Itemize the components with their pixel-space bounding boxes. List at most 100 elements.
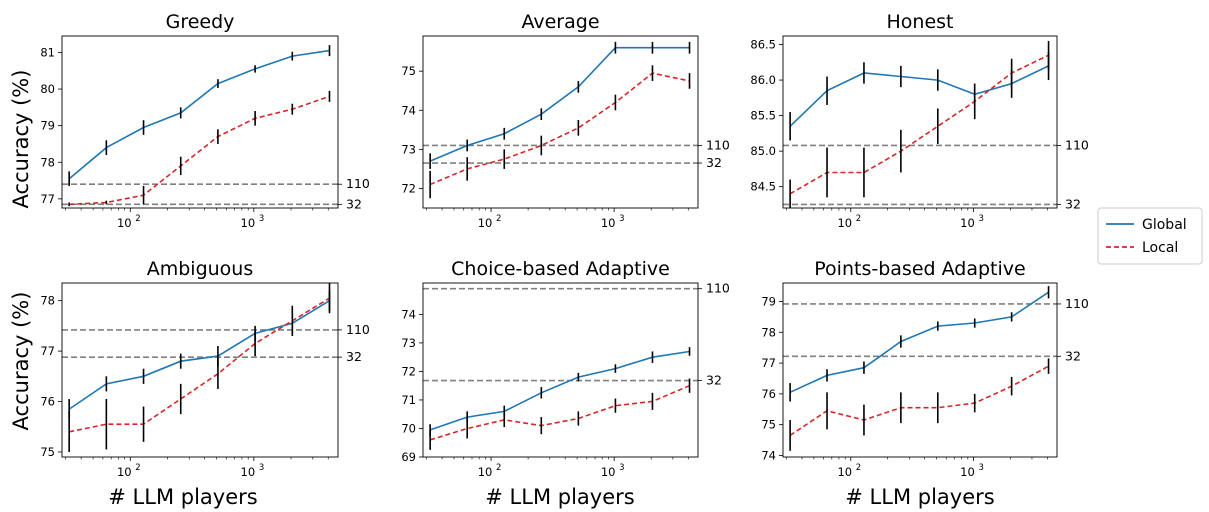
series-line-local: [789, 365, 1049, 437]
x-tick-label: 10: [601, 216, 616, 230]
plot-frame: [782, 282, 1058, 458]
x-axis-label-left: # LLM players: [108, 485, 257, 509]
series-line-local: [789, 54, 1049, 195]
x-tick-exponent: 2: [135, 214, 140, 224]
x-tick-label: 10: [960, 216, 975, 230]
plot-frame: [422, 35, 699, 209]
chart-title: Choice-based Adaptive: [451, 258, 670, 280]
plot-frame: [61, 282, 339, 458]
x-tick-label: 10: [837, 216, 852, 230]
x-tick-label: 10: [837, 465, 852, 479]
y-tick-label: 84.5: [750, 180, 776, 194]
x-tick-label: 10: [117, 216, 132, 230]
y-tick-label: 80: [40, 82, 55, 96]
reference-label: 110: [706, 281, 730, 296]
y-tick-label: 86.0: [750, 73, 776, 87]
y-axis-label-bottom: Accuracy (%): [9, 292, 33, 431]
x-axis-label-middle: # LLM players: [485, 485, 634, 509]
series-line-global: [429, 350, 690, 431]
x-tick-exponent: 2: [135, 463, 140, 473]
x-axis-label-right: # LLM players: [845, 485, 994, 509]
legend-local-label: Local: [1142, 240, 1178, 256]
y-tick-label: 79: [761, 294, 776, 308]
x-tick-exponent: 2: [496, 463, 501, 473]
x-tick-exponent: 2: [856, 463, 861, 473]
series-line-global: [68, 49, 330, 180]
x-tick-exponent: 3: [978, 463, 983, 473]
x-tick-label: 10: [241, 216, 256, 230]
y-tick-label: 78: [40, 155, 55, 169]
x-tick-label: 10: [478, 465, 493, 479]
chart-title: Greedy: [166, 11, 235, 33]
y-tick-label: 73: [401, 142, 416, 156]
y-tick-label: 75: [761, 418, 776, 432]
y-tick-label: 77: [40, 192, 55, 206]
reference-label: 32: [346, 349, 362, 364]
y-tick-label: 70: [401, 421, 416, 435]
chart-title: Points-based Adaptive: [814, 258, 1025, 280]
legend-box: [1097, 207, 1203, 265]
reference-label: 32: [1065, 348, 1081, 363]
y-axis-label-top: Accuracy (%): [9, 70, 33, 209]
y-tick-label: 69: [401, 450, 416, 464]
series-line-local: [429, 384, 690, 441]
reference-label: 110: [346, 176, 370, 191]
y-tick-label: 74: [401, 307, 416, 321]
chart-title: Ambiguous: [147, 258, 254, 280]
x-tick-label: 10: [960, 465, 975, 479]
x-tick-label: 10: [117, 465, 132, 479]
reference-label: 110: [1065, 137, 1089, 152]
y-tick-label: 74: [401, 103, 416, 117]
plot-frame: [61, 35, 339, 209]
reference-label: 110: [1065, 296, 1089, 311]
series-line-global: [429, 46, 690, 162]
y-tick-label: 85.5: [750, 109, 776, 123]
y-tick-label: 75: [401, 64, 416, 78]
y-tick-label: 72: [401, 364, 416, 378]
plot-frame: [782, 35, 1058, 209]
y-tick-label: 77: [761, 356, 776, 370]
y-tick-label: 78: [40, 294, 55, 308]
reference-label: 110: [706, 137, 730, 152]
plot-frame: [422, 282, 699, 458]
legend: Global Local: [1097, 207, 1203, 265]
y-tick-label: 72: [401, 181, 416, 195]
series-line-global: [789, 65, 1049, 127]
x-tick-label: 10: [601, 465, 616, 479]
x-tick-exponent: 3: [259, 463, 264, 473]
y-tick-label: 74: [761, 448, 776, 462]
x-tick-exponent: 3: [259, 214, 264, 224]
x-tick-label: 10: [241, 465, 256, 479]
x-tick-exponent: 2: [856, 214, 861, 224]
y-tick-label: 86.5: [750, 38, 776, 52]
reference-label: 110: [346, 322, 370, 337]
chart-title: Honest: [887, 11, 954, 33]
y-tick-label: 85.0: [750, 144, 776, 158]
y-tick-label: 78: [761, 325, 776, 339]
y-tick-label: 76: [40, 395, 55, 409]
reference-label: 32: [706, 155, 722, 170]
reference-label: 32: [1065, 196, 1081, 211]
series-line-global: [789, 291, 1050, 394]
x-tick-exponent: 3: [619, 463, 624, 473]
y-tick-label: 77: [40, 344, 55, 358]
series-line-local: [429, 72, 690, 186]
y-tick-label: 71: [401, 393, 416, 407]
series-line-local: [69, 297, 330, 433]
reference-label: 32: [706, 373, 722, 388]
y-tick-label: 75: [40, 445, 55, 459]
legend-global-label: Global: [1142, 217, 1187, 233]
x-tick-exponent: 3: [978, 214, 983, 224]
x-tick-label: 10: [478, 216, 493, 230]
reference-label: 32: [346, 196, 362, 211]
y-tick-label: 79: [40, 119, 55, 133]
y-tick-label: 81: [40, 45, 55, 59]
y-tick-label: 73: [401, 336, 416, 350]
